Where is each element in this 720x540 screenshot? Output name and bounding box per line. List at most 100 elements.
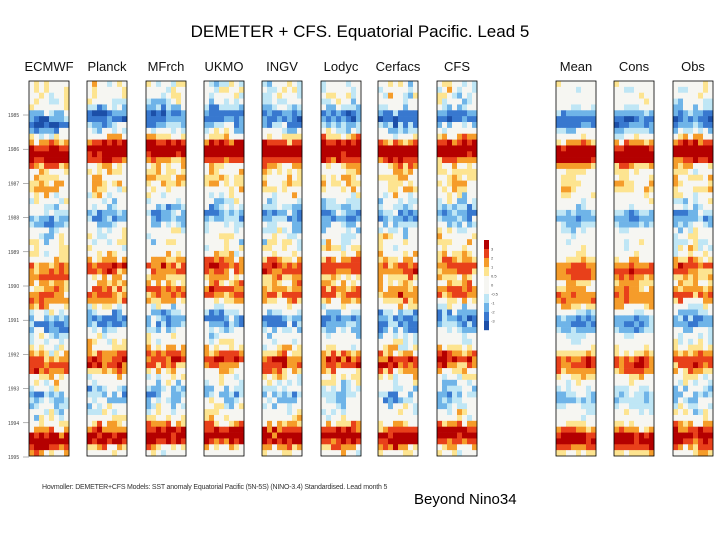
- heat-cell: [151, 414, 157, 422]
- heat-cell: [624, 81, 630, 88]
- panel-label: ECMWF: [24, 59, 73, 74]
- heat-cell: [388, 444, 394, 451]
- heat-cell: [34, 280, 40, 287]
- heat-cell: [171, 426, 177, 433]
- heat-cell: [398, 174, 404, 181]
- heat-cell: [107, 268, 113, 275]
- heat-cell: [326, 86, 332, 94]
- heat-cell: [176, 245, 182, 252]
- heat-cell: [219, 268, 225, 275]
- heat-cell: [457, 174, 463, 181]
- heat-cell: [403, 309, 409, 316]
- heat-cell: [472, 432, 478, 439]
- heat-cell: [272, 321, 278, 328]
- heat-cell: [262, 350, 268, 357]
- heat-cell: [151, 116, 157, 123]
- heat-cell: [356, 256, 362, 263]
- heat-cell: [219, 309, 225, 316]
- heat-cell: [44, 174, 50, 181]
- heat-cell: [44, 362, 50, 369]
- heat-cell: [452, 391, 458, 398]
- heat-cell: [29, 338, 35, 345]
- heat-cell: [102, 186, 108, 193]
- heat-cell: [581, 180, 587, 187]
- heat-cell: [346, 362, 352, 369]
- heat-cell: [452, 450, 458, 457]
- heat-cell: [378, 256, 384, 263]
- heat-cell: [586, 356, 592, 363]
- heat-cell: [87, 327, 93, 334]
- heat-cell: [214, 297, 220, 304]
- heat-cell: [472, 450, 478, 457]
- heat-cell: [156, 262, 162, 269]
- heat-cell: [292, 309, 298, 316]
- heat-cell: [176, 438, 182, 445]
- heat-cell: [336, 379, 342, 386]
- heat-cell: [442, 344, 448, 351]
- heat-cell: [571, 297, 577, 304]
- heat-cell: [224, 116, 230, 123]
- heat-cell: [171, 332, 177, 340]
- heat-cell: [34, 291, 40, 299]
- heat-cell: [341, 110, 347, 117]
- heat-cell: [214, 215, 220, 222]
- heat-cell: [388, 250, 394, 258]
- heat-cell: [214, 327, 220, 334]
- heat-cell: [447, 262, 453, 269]
- heat-cell: [566, 116, 572, 123]
- heat-cell: [452, 414, 458, 422]
- heat-cell: [224, 426, 230, 433]
- heat-cell: [591, 104, 597, 111]
- heat-cell: [408, 157, 414, 164]
- heat-cell: [171, 373, 177, 381]
- heat-cell: [442, 286, 448, 293]
- heat-cell: [462, 122, 468, 129]
- heat-cell: [272, 274, 278, 281]
- heat-cell: [321, 309, 327, 316]
- heat-cell: [102, 303, 108, 310]
- heat-cell: [224, 397, 230, 404]
- heat-cell: [166, 163, 172, 170]
- heat-cell: [122, 297, 128, 304]
- heat-cell: [277, 145, 283, 152]
- heat-cell: [87, 297, 93, 304]
- heat-cell: [151, 133, 157, 140]
- heat-cell: [398, 291, 404, 299]
- heat-cell: [287, 180, 293, 187]
- heat-cell: [49, 198, 55, 205]
- heat-cell: [341, 133, 347, 140]
- heat-cell: [556, 192, 562, 199]
- heat-cell: [272, 233, 278, 240]
- heat-cell: [146, 92, 152, 99]
- heat-cell: [176, 233, 182, 240]
- heat-cell: [171, 262, 177, 269]
- heat-cell: [413, 168, 419, 176]
- heat-cell: [346, 186, 352, 193]
- heat-cell: [204, 81, 210, 88]
- heat-cell: [614, 139, 620, 146]
- heat-cell: [326, 151, 332, 158]
- heat-cell: [181, 145, 187, 152]
- heat-cell: [649, 338, 655, 345]
- heat-cell: [581, 397, 587, 404]
- heat-cell: [219, 420, 225, 427]
- heat-cell: [403, 280, 409, 287]
- heat-cell: [54, 338, 60, 345]
- heat-cell: [413, 192, 419, 199]
- heat-cell: [398, 198, 404, 205]
- heat-cell: [87, 403, 93, 410]
- heat-cell: [117, 297, 123, 304]
- heat-cell: [102, 338, 108, 345]
- heat-cell: [272, 268, 278, 275]
- heat-cell: [442, 81, 448, 88]
- heat-cell: [59, 127, 65, 135]
- heat-cell: [277, 368, 283, 375]
- heat-cell: [326, 245, 332, 252]
- heat-cell: [408, 356, 414, 363]
- heat-cell: [239, 157, 245, 164]
- heat-cell: [351, 174, 357, 181]
- heat-cell: [467, 86, 473, 94]
- heat-cell: [234, 81, 240, 88]
- heat-cell: [649, 81, 655, 88]
- heat-cell: [166, 385, 172, 392]
